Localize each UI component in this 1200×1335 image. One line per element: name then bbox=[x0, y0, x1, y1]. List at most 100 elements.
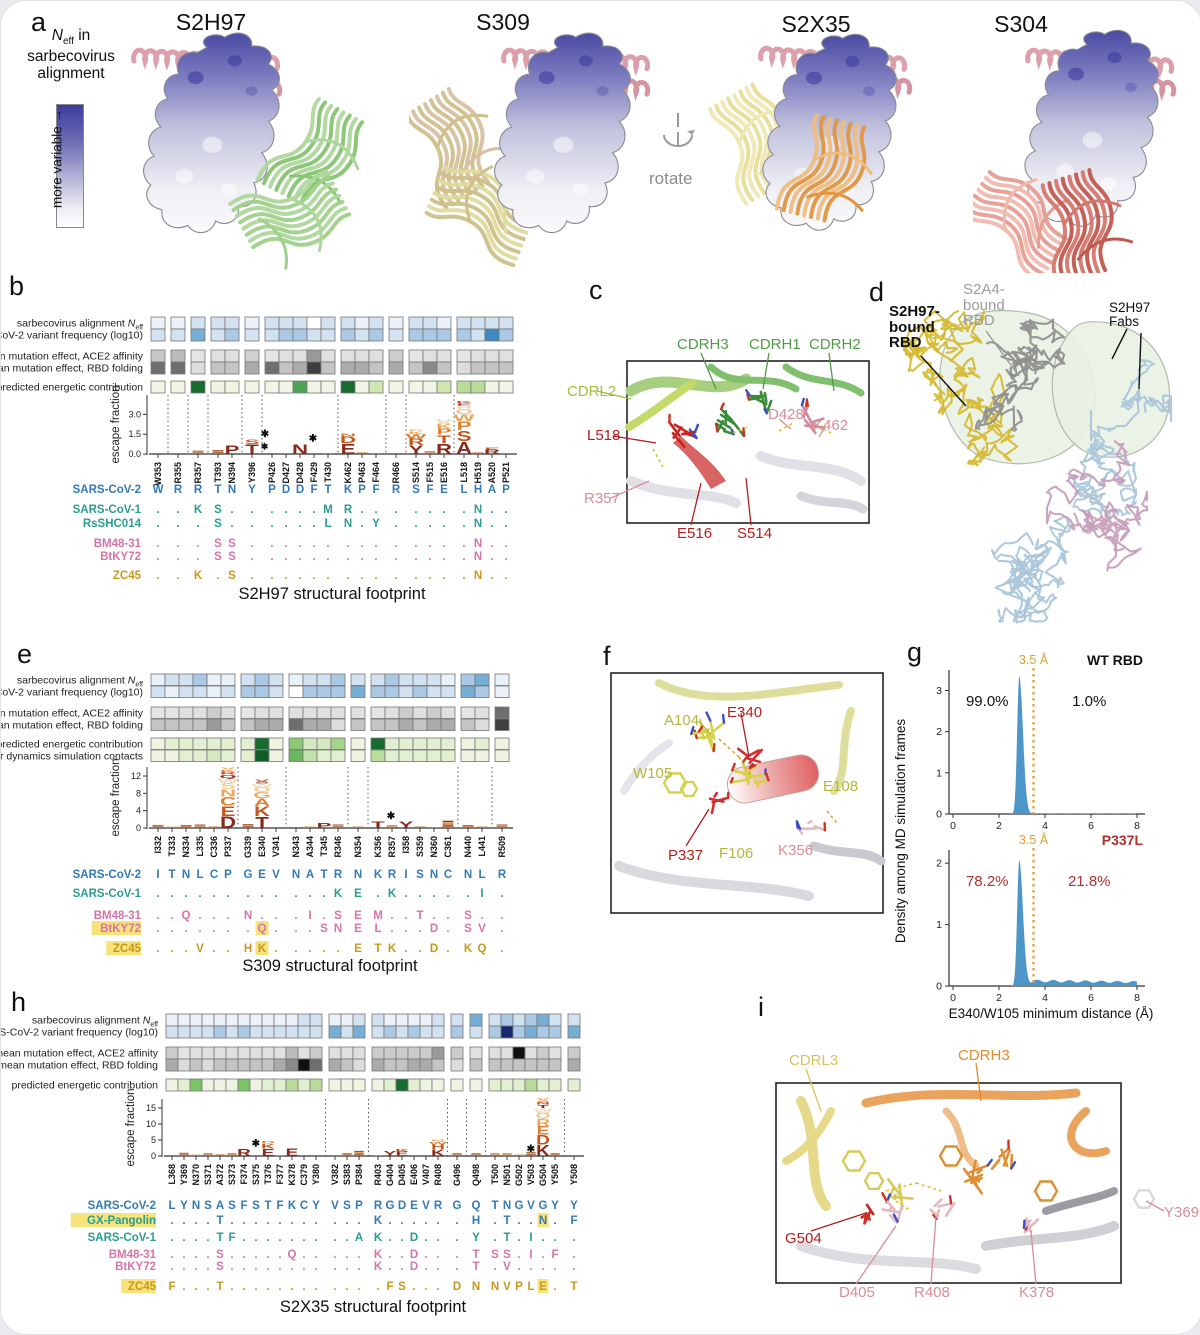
heatmap-cell bbox=[457, 350, 471, 362]
heatmap-cell bbox=[475, 686, 489, 698]
site-label: N354 bbox=[353, 836, 363, 858]
heatmap-cell bbox=[265, 381, 279, 393]
heatmap-cell bbox=[525, 1059, 537, 1071]
heatmap-cell bbox=[238, 1047, 250, 1059]
heatmap-cell bbox=[471, 329, 485, 341]
alignment-cell: . bbox=[490, 551, 493, 563]
logo-small-bar bbox=[203, 1154, 212, 1155]
heatmap-cell bbox=[321, 329, 335, 341]
alignment-cell: Q bbox=[472, 1200, 481, 1212]
logo-small-bar bbox=[353, 827, 364, 828]
alignment-cell: D bbox=[398, 1200, 406, 1212]
alignment-cell: E bbox=[354, 910, 362, 922]
heatmap-cell bbox=[211, 381, 225, 393]
alignment-cell: . bbox=[266, 1261, 269, 1273]
alignment-row-name: BtKY72 bbox=[100, 923, 141, 935]
logo-small-bar bbox=[550, 1155, 559, 1156]
heatmap-cell bbox=[241, 750, 255, 762]
heatmap-cell bbox=[537, 1047, 549, 1059]
heatmap-cell bbox=[409, 362, 423, 374]
y-tick-label: 1.5 bbox=[128, 429, 141, 439]
alignment-cell: . bbox=[333, 1261, 336, 1273]
footprint-s2x35: sarbecovirus alignment NeffSARS-CoV-2 va… bbox=[1, 986, 771, 1334]
heatmap-cell bbox=[432, 1059, 444, 1071]
structure-label-s2h97: S2H97- bound RBD bbox=[889, 304, 940, 351]
residue-label-w105: W105 bbox=[633, 766, 672, 782]
logo-small-bar bbox=[526, 1153, 535, 1154]
heatmap-cell bbox=[437, 317, 451, 329]
heatmap-cell bbox=[303, 750, 317, 762]
heatmap-cell bbox=[178, 1059, 190, 1071]
heatmap-cell bbox=[298, 1014, 310, 1026]
heatmap-cell bbox=[396, 1059, 408, 1071]
heatmap-cell bbox=[171, 317, 185, 329]
heatmap-cell bbox=[207, 750, 221, 762]
alignment-cell: M bbox=[373, 910, 383, 922]
heatmap-cell bbox=[178, 1026, 190, 1038]
alignment-cell: D bbox=[430, 923, 438, 935]
logo-small-bar bbox=[305, 826, 316, 827]
y-tick-label: 8 bbox=[136, 788, 141, 798]
alignment-cell: I bbox=[308, 910, 311, 922]
alignment-row-name: SARS-CoV-2 bbox=[88, 1200, 156, 1212]
alignment-cell: . bbox=[170, 923, 173, 935]
alignment-cell: K bbox=[288, 1200, 297, 1212]
alignment-cell: . bbox=[394, 551, 397, 563]
alignment-cell: N bbox=[539, 1215, 547, 1227]
site-label: Y396 bbox=[247, 462, 257, 483]
surface-shading bbox=[1083, 132, 1103, 148]
alignment-cell: . bbox=[436, 1249, 439, 1261]
alignment-cell: S bbox=[216, 1249, 224, 1261]
heatmap-cell bbox=[427, 674, 441, 686]
logo-small-bar bbox=[213, 450, 224, 451]
heatmap-cell bbox=[262, 1059, 274, 1071]
logo-small-bar bbox=[330, 1155, 339, 1156]
heatmap-cell bbox=[207, 686, 221, 698]
residue-label-k462: K462 bbox=[813, 418, 848, 434]
logo-small-bar bbox=[243, 824, 254, 825]
site-label: Y508 bbox=[569, 1164, 579, 1185]
alignment-cell: . bbox=[424, 1261, 427, 1273]
alignment-cell: . bbox=[376, 888, 379, 900]
surface-shading bbox=[863, 86, 875, 96]
alignment-cell: R bbox=[498, 869, 507, 881]
logo-small-bar bbox=[342, 1154, 351, 1155]
alignment-cell: . bbox=[290, 1261, 293, 1273]
heatmap-cell bbox=[396, 1026, 408, 1038]
heatmap-cell bbox=[303, 686, 317, 698]
heatmap-cell bbox=[331, 750, 345, 762]
heatmap-cell bbox=[525, 1026, 537, 1038]
x-tick-label: 8 bbox=[1134, 820, 1140, 832]
heatmap-cell bbox=[245, 350, 259, 362]
alignment-cell: . bbox=[194, 1232, 197, 1244]
heatmap-cell bbox=[151, 707, 165, 719]
heatmap-cell bbox=[293, 362, 307, 374]
heatmap-cell bbox=[166, 1026, 178, 1038]
alignment-cell: S bbox=[228, 551, 236, 563]
alignment-cell: . bbox=[206, 1281, 209, 1293]
heatmap-cell bbox=[202, 1059, 214, 1071]
site-label: R408 bbox=[433, 1164, 443, 1186]
logo-letter: N bbox=[340, 432, 356, 437]
alignment-cell: . bbox=[326, 538, 329, 550]
logo-small-bar bbox=[473, 453, 484, 454]
alignment-cell: C bbox=[444, 869, 452, 881]
logo-small-bar bbox=[387, 827, 398, 828]
alignment-cell: A bbox=[216, 1200, 224, 1212]
heatmap-cell bbox=[250, 1079, 262, 1091]
logo-small-bar bbox=[181, 826, 192, 827]
heatmap-cell bbox=[317, 686, 331, 698]
alignment-cell: K bbox=[344, 484, 353, 496]
heatmap-cell bbox=[250, 1059, 262, 1071]
surface-shading bbox=[846, 56, 860, 67]
logo-small-bar bbox=[243, 825, 254, 826]
alignment-cell: M bbox=[323, 504, 333, 516]
alignment-cell: S bbox=[204, 1200, 212, 1212]
alignment-cell: H bbox=[474, 484, 482, 496]
alignment-row-name: SARS-CoV-1 bbox=[88, 1232, 157, 1244]
alignment-cell: . bbox=[432, 910, 435, 922]
footprint-s309: sarbecovirus alignment NeffSARS-CoV-2 va… bbox=[1, 631, 601, 993]
stick-atom-tip bbox=[716, 424, 717, 432]
residue-label-cdrl2: CDRL2 bbox=[567, 384, 616, 400]
alignment-cell: . bbox=[446, 910, 449, 922]
